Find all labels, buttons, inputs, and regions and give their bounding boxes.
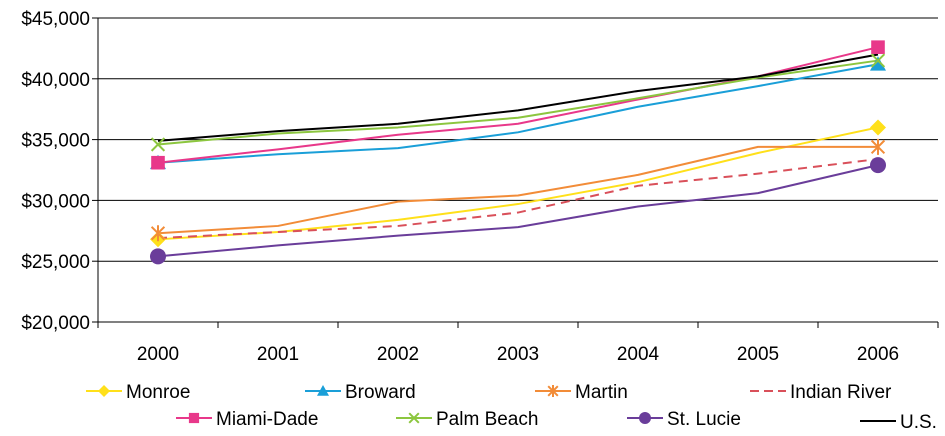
x-tick-label: 2000	[137, 344, 179, 365]
x-tick-label: 2004	[617, 344, 660, 365]
y-tick-label: $35,000	[21, 131, 90, 152]
y-tick-label: $30,000	[21, 191, 90, 212]
series-line-indian-river	[157, 158, 879, 240]
data-point-miami-dade	[151, 155, 165, 170]
y-tick-label: $20,000	[21, 313, 90, 334]
y-tick-label: $25,000	[21, 252, 90, 273]
legend-marker-st-lucie	[639, 412, 651, 424]
axes	[92, 17, 939, 328]
legend-marker-miami-dade	[188, 412, 200, 424]
series-line-u-s	[157, 53, 879, 142]
legend-label-miami-dade: Miami-Dade	[216, 409, 318, 430]
legend-label-broward: Broward	[345, 382, 416, 403]
data-point-monroe	[870, 119, 886, 136]
legend-label-st-lucie: St. Lucie	[667, 409, 741, 430]
data-point-palm-beach	[150, 137, 166, 152]
legend-marker-monroe	[98, 385, 110, 397]
legend-item-broward: Broward	[305, 382, 416, 403]
data-point-broward	[870, 56, 886, 71]
y-tick-label: $40,000	[21, 70, 90, 91]
x-tick-label: 2001	[257, 344, 299, 365]
legend-marker-martin	[547, 385, 559, 397]
legend-item-indian-river: Indian River	[750, 382, 892, 403]
series-line-st-lucie	[157, 164, 879, 258]
legend-item-palm-beach: Palm Beach	[396, 409, 538, 430]
data-point-st-lucie	[150, 248, 166, 265]
x-tick-label: 2002	[377, 344, 419, 365]
legend-item-st-lucie: St. Lucie	[627, 409, 741, 430]
data-point-martin	[870, 138, 886, 155]
legend-label-palm-beach: Palm Beach	[436, 409, 538, 430]
tick-labels: $20,000 $25,000 $30,000 $35,000 $40,000 $45,0…	[21, 9, 899, 365]
legend: Monroe Broward Martin Indian River Miami-Dad…	[86, 382, 937, 433]
legend-label-indian-river: Indian River	[790, 382, 892, 403]
series-line-palm-beach	[157, 59, 879, 146]
y-tick-label: $45,000	[21, 9, 90, 30]
series-markers	[150, 40, 886, 265]
data-point-martin	[150, 225, 166, 242]
legend-item-miami-dade: Miami-Dade	[176, 409, 318, 430]
x-tick-label: 2006	[857, 344, 899, 365]
legend-label-martin: Martin	[575, 382, 628, 403]
data-point-st-lucie	[870, 157, 886, 174]
legend-label-u-s: U.S.	[900, 412, 937, 433]
data-point-miami-dade	[871, 40, 885, 54]
series-line-martin	[157, 145, 878, 235]
legend-marker-palm-beach	[408, 412, 420, 424]
x-tick-label: 2003	[497, 344, 539, 365]
series-line-broward	[157, 63, 879, 164]
legend-marker-broward	[317, 385, 329, 396]
series-line-miami-dade	[157, 46, 879, 164]
data-point-palm-beach	[870, 53, 886, 68]
legend-item-martin: Martin	[535, 382, 628, 403]
legend-label-monroe: Monroe	[126, 382, 190, 403]
legend-item-monroe: Monroe	[86, 382, 190, 403]
series-line-monroe	[157, 126, 879, 241]
x-tick-label: 2005	[737, 344, 779, 365]
series-lines	[157, 46, 879, 258]
legend-item-u-s: U.S.	[860, 412, 937, 433]
